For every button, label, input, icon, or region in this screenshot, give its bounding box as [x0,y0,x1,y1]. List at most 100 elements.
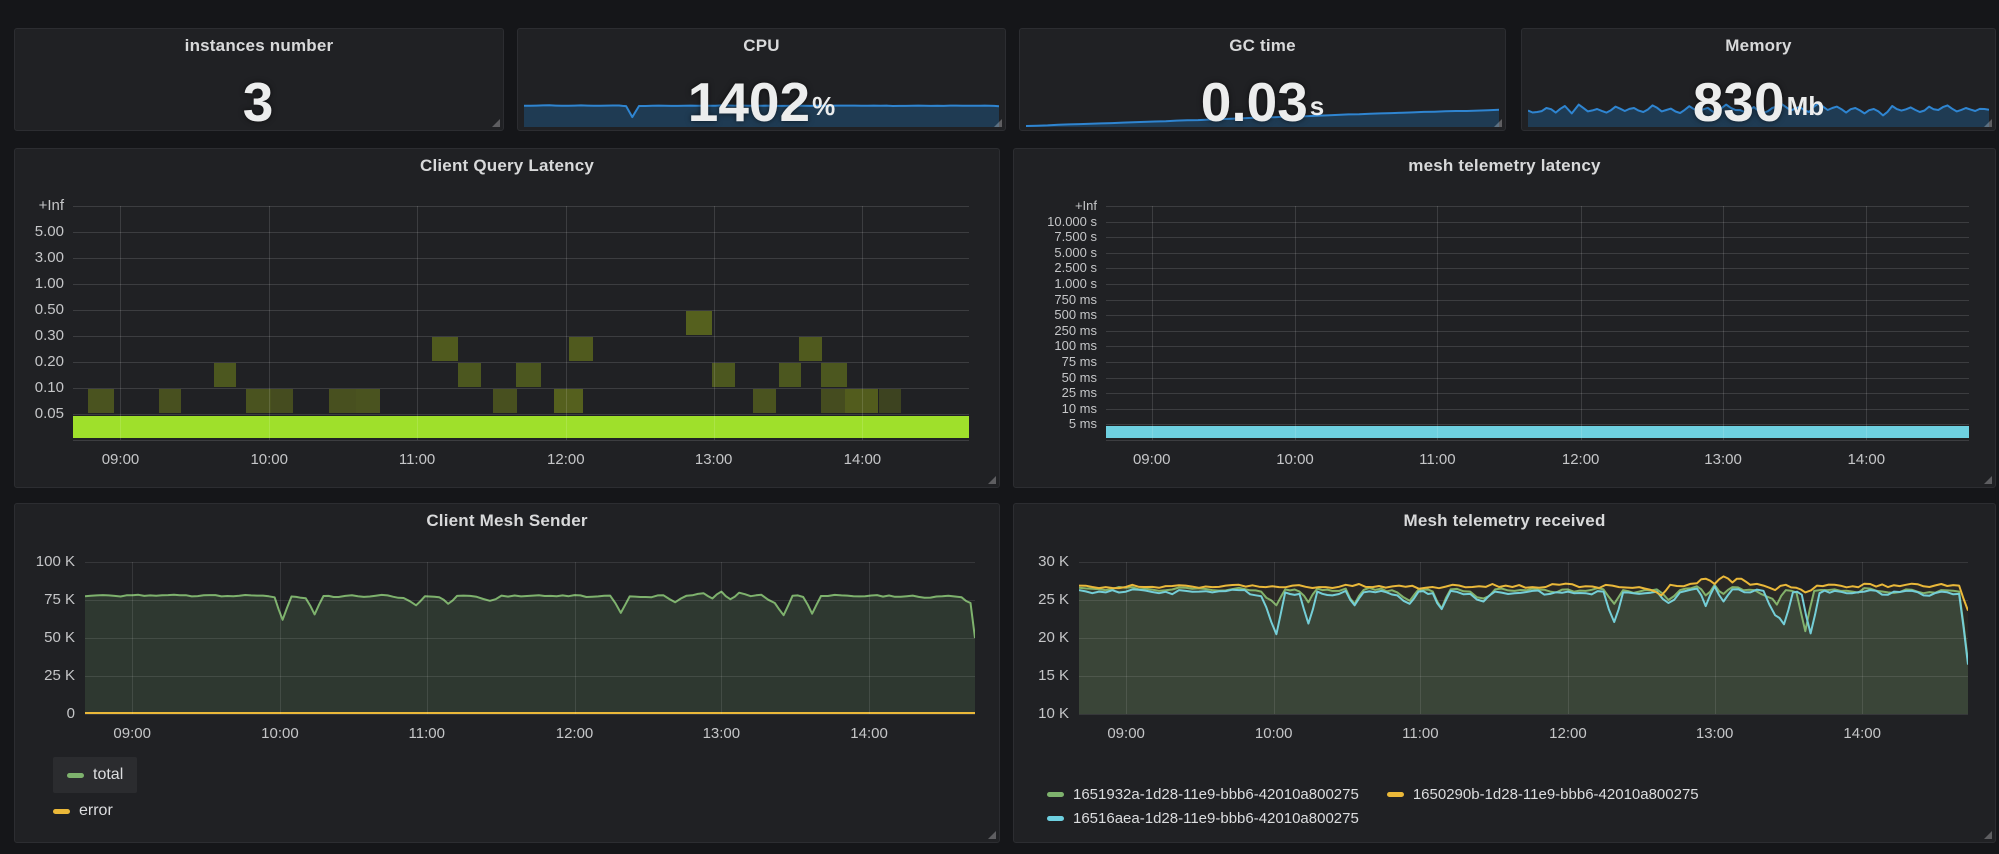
grid-line [1106,252,1969,254]
grid-line [1106,268,1969,270]
x-tick-label: 11:00 [398,451,436,468]
y-tick-label: 500 ms [1054,307,1097,323]
panel-resize-handle[interactable] [1984,831,1992,839]
timeseries-plot-area[interactable] [85,562,975,714]
y-tick-label: 50 ms [1061,369,1097,385]
panel-resize-handle[interactable] [1984,476,1992,484]
grid-line [1079,638,1968,639]
heatmap-cell [845,389,879,413]
panel-resize-handle[interactable] [988,831,996,839]
grid-line [1294,206,1296,440]
grid-line [1420,562,1422,714]
x-tick-label: 10:00 [250,451,288,468]
legend-row: 1651932a-1d28-11e9-bbb6-42010a800275 1650… [1047,786,1727,803]
stat-value: 3 [15,75,503,130]
panel-resize-handle[interactable] [1984,119,1992,127]
grid-line [1126,562,1128,714]
grid-line [1273,562,1275,714]
y-tick-label: 100 ms [1054,338,1097,354]
grid-line [279,562,281,714]
y-tick-label: 10.000 s [1047,213,1097,229]
x-tick-label: 09:00 [1132,451,1171,468]
grid-line [73,336,969,337]
grid-line [120,206,122,440]
y-tick-label: 750 ms [1054,291,1097,307]
heatmap-plot-area[interactable] [1106,206,1969,440]
grid-line [73,362,969,363]
panel-heatmap-client-query-latency: Client Query Latency +Inf 5.00 3.00 1.00 0.5… [14,148,1000,488]
x-tick-label: 13:00 [1695,725,1734,742]
grid-line [862,206,864,440]
panel-title[interactable]: GC time [1229,36,1296,55]
grid-line [85,638,975,639]
x-tick-label: 13:00 [702,725,741,742]
stat-sparkline [1026,95,1499,127]
panel-title[interactable]: Client Query Latency [419,156,595,175]
series-line-sparkline [1026,108,1499,127]
panel-resize-handle[interactable] [988,476,996,484]
legend-item[interactable]: error [53,802,113,820]
series-fill-total [85,591,975,714]
stat-value: 0.03 s [1020,75,1505,130]
panel-title[interactable]: mesh telemetry latency [1408,156,1601,175]
x-tick-label: 10:00 [1276,451,1314,468]
heatmap-bottom-bucket-bar [1106,426,1969,438]
y-tick-label: 5 ms [1068,416,1097,432]
grid-line [85,600,975,601]
y-tick-label: 5.000 s [1054,244,1097,260]
x-tick-label: 14:00 [1843,725,1881,742]
legend-label: total [93,766,124,783]
heatmap-cell [821,389,846,413]
heatmap-cell [554,389,583,413]
timeseries-plot-area[interactable] [1079,562,1968,714]
grid-line [85,562,975,563]
panel-timeseries-client-mesh-sender: Client Mesh Sender total error 100 K 75 K 5… [14,503,1000,843]
series-fill-16516aea-1d28-11e9-bbb6-42010a800275 [1079,586,1968,714]
heatmap-cell [711,363,736,387]
legend-swatch-7eb26d [67,772,84,778]
x-tick-label: 12:00 [555,725,594,742]
legend-item[interactable]: 1650290b-1d28-11e9-bbb6-42010a800275 [1386,786,1699,803]
y-tick-label: 2.500 s [1054,260,1097,276]
grid-line [1106,221,1969,223]
legend-label: error [79,802,113,819]
y-tick-label: 5.00 [34,223,64,240]
y-tick-label: 0.50 [34,301,64,318]
legend-item[interactable]: total [53,757,138,793]
panel-resize-handle[interactable] [994,119,1002,127]
heatmap-cell [798,337,823,361]
series-line-1650290b-1d28-11e9-bbb6-42010a800275 [1079,575,1968,611]
panel-title[interactable]: Client Mesh Sender [426,511,588,530]
grid-line [1106,315,1969,317]
heatmap-cell [88,389,115,413]
panel-title[interactable]: CPU [743,36,780,55]
panel-resize-handle[interactable] [492,119,500,127]
panel-title[interactable]: Mesh telemetry received [1403,511,1606,530]
legend-item[interactable]: 16516aea-1d28-11e9-bbb6-42010a800275 [1047,810,1359,827]
grid-line [1106,393,1969,395]
x-tick-label: 11:00 [408,725,445,742]
stat-unit: % [812,91,836,121]
legend-label: 1650290b-1d28-11e9-bbb6-42010a800275 [1412,786,1699,803]
stat-value: 1402% [518,75,1005,130]
panel-resize-handle[interactable] [1494,119,1502,127]
grid-line [1151,206,1153,440]
grid-line [269,206,271,440]
y-tick-label: 0.30 [34,327,64,344]
y-tick-label: 7.500 s [1054,229,1097,245]
y-tick-label: 15 K [1038,667,1069,684]
panel-title[interactable]: Memory [1725,36,1792,55]
grid-line [1723,206,1725,440]
series-line-sparkline [524,104,999,119]
grid-line [73,232,969,233]
heatmap-plot-area[interactable] [73,206,969,440]
panel-title[interactable]: instances number [184,36,334,55]
legend-item[interactable]: 1651932a-1d28-11e9-bbb6-42010a800275 [1047,786,1359,803]
grid-line [73,414,969,415]
y-tick-label: 25 ms [1061,385,1097,401]
grid-line [417,206,419,440]
y-tick-label: 75 ms [1061,354,1097,369]
stat-value: 830 Mb [1522,75,1995,130]
grid-line [85,714,975,715]
heatmap-cell [878,389,901,413]
